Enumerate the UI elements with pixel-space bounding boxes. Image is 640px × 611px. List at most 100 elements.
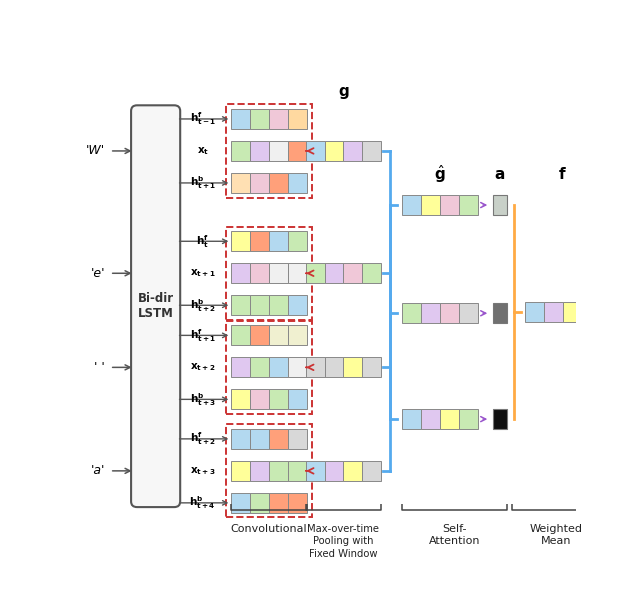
Bar (306, 461, 324, 481)
Bar (563, 302, 582, 322)
Text: $\mathbf{x_{t}}$: $\mathbf{x_{t}}$ (196, 145, 209, 157)
Bar (250, 389, 269, 409)
Bar (403, 304, 421, 323)
Text: $\mathbf{h_{t+3}^{b}}$: $\mathbf{h_{t+3}^{b}}$ (189, 391, 216, 408)
Bar (493, 409, 507, 429)
Text: $\mathbf{h_{t}^{f}}$: $\mathbf{h_{t}^{f}}$ (196, 233, 209, 250)
Bar (288, 357, 307, 377)
Text: $\mathbf{x_{t+1}}$: $\mathbf{x_{t+1}}$ (190, 268, 216, 279)
Text: Weighted
Mean: Weighted Mean (529, 524, 582, 546)
Bar (288, 173, 307, 193)
Bar (421, 409, 440, 429)
Bar (269, 493, 288, 513)
Bar (362, 141, 381, 161)
Text: $\mathbf{f}$: $\mathbf{f}$ (558, 166, 567, 183)
Bar (306, 141, 324, 161)
Bar (231, 326, 250, 345)
Bar (269, 357, 288, 377)
Bar (231, 389, 250, 409)
Bar (269, 263, 288, 283)
Bar (459, 304, 478, 323)
Bar (231, 461, 250, 481)
Bar (269, 461, 288, 481)
Bar (269, 173, 288, 193)
Bar (250, 326, 269, 345)
Bar (269, 326, 288, 345)
Bar (250, 357, 269, 377)
Bar (288, 493, 307, 513)
Text: 'a': 'a' (90, 464, 105, 477)
Bar (269, 389, 288, 409)
Bar (493, 304, 507, 323)
Text: $\mathbf{x_{t+2}}$: $\mathbf{x_{t+2}}$ (190, 362, 216, 373)
Text: $\mathbf{g}$: $\mathbf{g}$ (338, 85, 349, 101)
Bar (306, 357, 324, 377)
Text: $\mathbf{x_{t+3}}$: $\mathbf{x_{t+3}}$ (190, 465, 216, 477)
Bar (227, 104, 312, 197)
Bar (324, 357, 344, 377)
Bar (288, 263, 307, 283)
Bar (544, 302, 563, 322)
Text: $\mathbf{h_{t-1}^{f}}$: $\mathbf{h_{t-1}^{f}}$ (189, 111, 216, 127)
Bar (231, 109, 250, 129)
Bar (250, 173, 269, 193)
Bar (231, 295, 250, 315)
Bar (362, 357, 381, 377)
Bar (344, 141, 362, 161)
Bar (459, 409, 478, 429)
Text: 'e': 'e' (90, 267, 105, 280)
Bar (250, 109, 269, 129)
Bar (440, 304, 459, 323)
Text: $\mathbf{h_{t+2}^{f}}$: $\mathbf{h_{t+2}^{f}}$ (189, 431, 216, 447)
Bar (493, 195, 507, 215)
Bar (250, 263, 269, 283)
Bar (269, 141, 288, 161)
Bar (288, 429, 307, 448)
Text: $\mathbf{h_{t+4}^{b}}$: $\mathbf{h_{t+4}^{b}}$ (189, 494, 216, 511)
Bar (269, 295, 288, 315)
Bar (288, 109, 307, 129)
Bar (324, 461, 344, 481)
Text: Convolutional: Convolutional (230, 524, 307, 533)
Bar (421, 304, 440, 323)
Text: Self-
Attention: Self- Attention (429, 524, 480, 546)
Bar (288, 461, 307, 481)
Bar (250, 429, 269, 448)
Bar (306, 263, 324, 283)
Bar (250, 232, 269, 251)
Bar (288, 295, 307, 315)
Bar (231, 232, 250, 251)
Bar (231, 357, 250, 377)
Bar (231, 263, 250, 283)
Bar (250, 493, 269, 513)
Text: $\hat{\mathbf{g}}$: $\hat{\mathbf{g}}$ (435, 164, 446, 185)
Bar (288, 389, 307, 409)
Bar (250, 141, 269, 161)
Bar (250, 461, 269, 481)
Bar (231, 173, 250, 193)
Text: $\mathbf{a}$: $\mathbf{a}$ (494, 167, 505, 182)
Bar (231, 493, 250, 513)
Bar (231, 141, 250, 161)
Bar (324, 263, 344, 283)
Bar (250, 295, 269, 315)
Bar (440, 409, 459, 429)
Text: 'W': 'W' (86, 144, 105, 158)
Bar (288, 326, 307, 345)
Text: $\mathbf{h_{t+2}^{b}}$: $\mathbf{h_{t+2}^{b}}$ (189, 297, 216, 313)
FancyBboxPatch shape (131, 105, 180, 507)
Bar (269, 232, 288, 251)
Bar (525, 302, 544, 322)
Bar (362, 461, 381, 481)
Bar (440, 195, 459, 215)
Bar (421, 195, 440, 215)
Bar (269, 429, 288, 448)
Bar (324, 141, 344, 161)
Bar (227, 424, 312, 518)
Bar (403, 409, 421, 429)
Bar (582, 302, 600, 322)
Bar (227, 227, 312, 320)
Bar (227, 321, 312, 414)
Text: $\mathbf{h_{t+1}^{b}}$: $\mathbf{h_{t+1}^{b}}$ (189, 175, 216, 191)
Text: $\mathbf{h_{t+1}^{f}}$: $\mathbf{h_{t+1}^{f}}$ (189, 327, 216, 344)
